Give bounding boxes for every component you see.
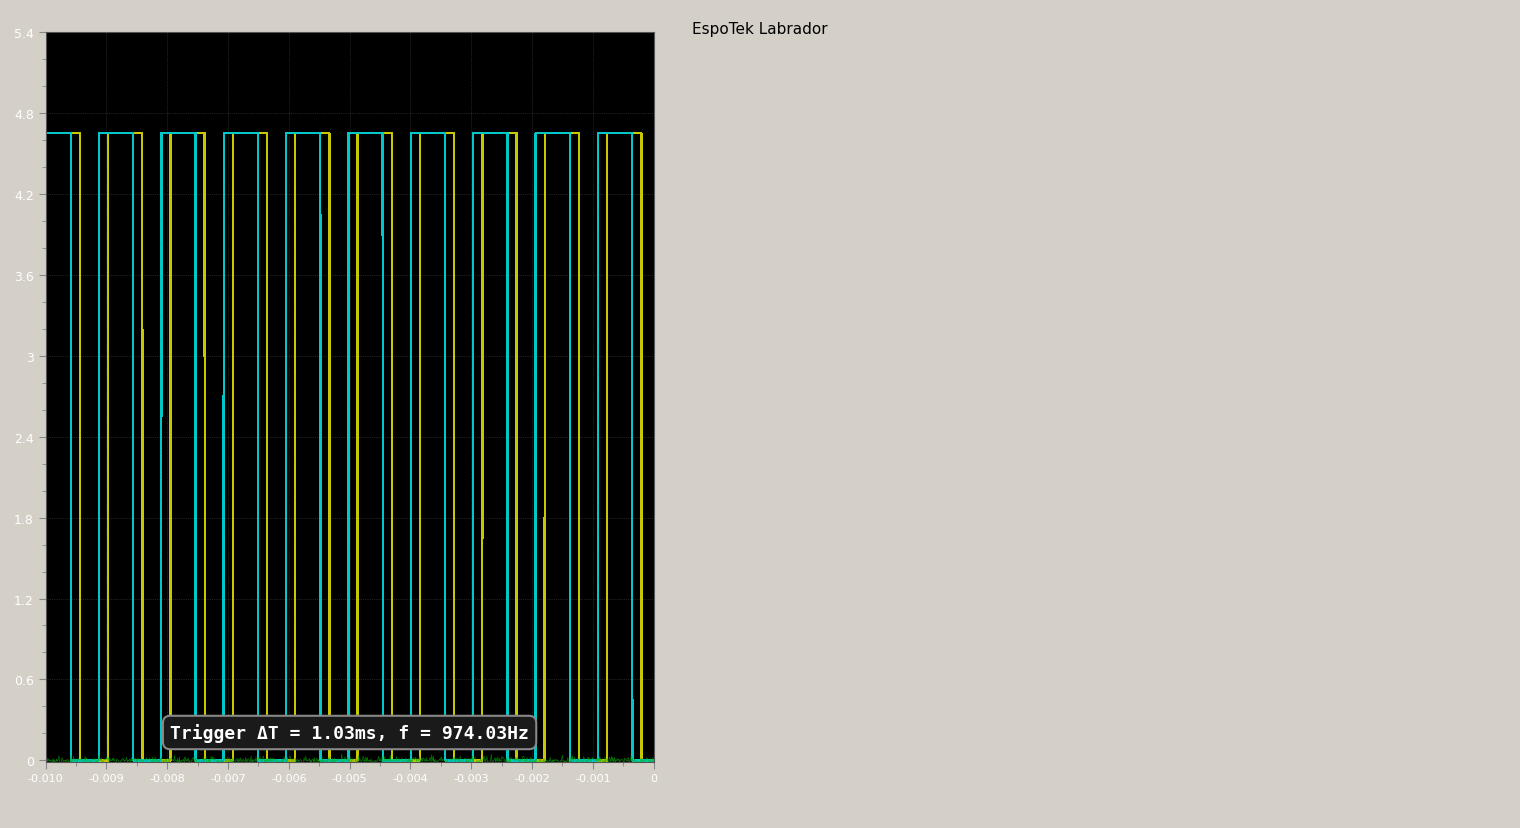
Text: EspoTek Labrador: EspoTek Labrador [692, 22, 828, 36]
Text: Trigger ΔT = 1.03ms, f = 974.03Hz: Trigger ΔT = 1.03ms, f = 974.03Hz [170, 723, 529, 742]
